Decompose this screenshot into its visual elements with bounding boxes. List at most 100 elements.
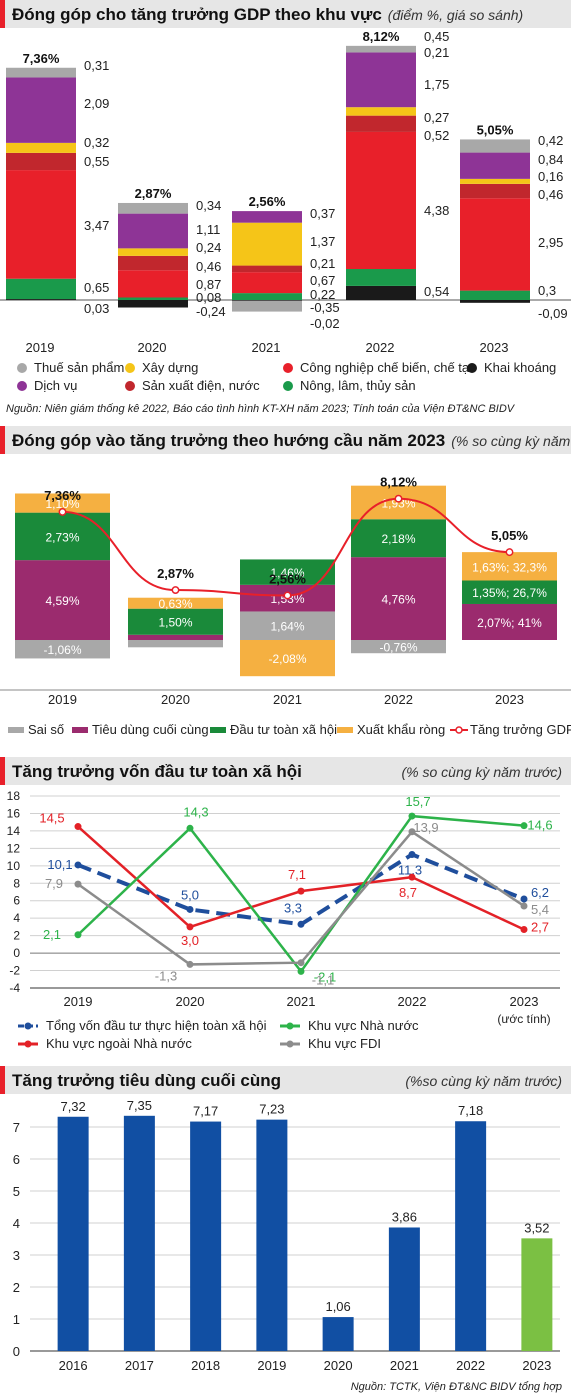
point-red-2021 (297, 887, 305, 895)
bar-2016 (57, 1116, 89, 1351)
bar-segment-khaikhoang-2021 (232, 300, 302, 301)
legend-swatch-xuatkhau (337, 727, 353, 733)
point-green-2020 (186, 824, 194, 832)
value-label-blue-2020: 5,0 (181, 887, 199, 902)
legend-dot-nonglam (283, 381, 293, 391)
y-tick--4: -4 (9, 981, 20, 995)
value-label-red-2021: 7,1 (288, 867, 306, 882)
value-label-gray-2022: 13,9 (413, 820, 438, 835)
bar-segment-nonglam-2019 (6, 278, 76, 300)
bar-segment-saiso-2020 (128, 640, 223, 648)
value-label-red-2022: 8,7 (399, 885, 417, 900)
bar-segment-congnghiep-2022 (346, 131, 416, 270)
legend-dot-thue (17, 363, 27, 373)
bar-segment-thue-2021 (232, 300, 302, 312)
legend-dot-dichvu (17, 381, 27, 391)
section1-accent (0, 0, 5, 28)
value-label-gray-2021: -1,1 (312, 973, 334, 988)
segment-label-2023-4: 2,95 (538, 235, 563, 250)
gdp-point-2020 (171, 586, 180, 595)
x-tick-2022: 2022 (366, 340, 395, 355)
legend-dot-sanxuat (125, 381, 135, 391)
bar-label-2016: 7,32 (60, 1099, 85, 1114)
value-label-gray-2020: -1,3 (155, 968, 177, 983)
segment-label-2019-1: 2,09 (84, 96, 109, 111)
y-tick-8: 8 (13, 876, 20, 890)
segment-label-xuatkhau-2023: 1,63%; 32,3% (472, 560, 547, 574)
segment-label-2022-3: 0,27 (424, 110, 449, 125)
x-tick-2021: 2021 (252, 340, 281, 355)
legend-marker-green (286, 1022, 294, 1030)
bar-total-2022: 8,12% (363, 29, 400, 44)
point-green-2022 (408, 812, 416, 820)
legend-label-xaydung: Xây dựng (142, 360, 198, 375)
bar-2022 (455, 1121, 487, 1351)
segment-label-2020-2: 0,24 (196, 240, 221, 255)
segment-label-2021-4: 0,22 (310, 287, 335, 302)
section2-title-line: Đóng góp vào tăng trưởng theo hướng cầu … (12, 431, 571, 450)
point-blue-2019 (74, 861, 82, 869)
gdp-growth-line (62, 497, 510, 597)
section1-title: Đóng góp cho tăng trưởng GDP theo khu vự… (12, 5, 382, 24)
bar-segment-dichvu-2023 (460, 152, 530, 179)
bar-total-2021: 2,56% (249, 194, 286, 209)
gdp-point-2023 (505, 548, 514, 557)
segment-label-saiso-2022: -0,76% (379, 641, 417, 655)
gdp-label-2022: 8,12% (380, 475, 417, 490)
segment-label-2020-0: 0,34 (196, 198, 221, 213)
bar-segment-nonglam-2023 (460, 290, 530, 300)
x-tick-2022: 2022 (398, 994, 427, 1009)
x-tick-2019: 2019 (48, 692, 77, 707)
section3-accent (0, 757, 5, 785)
segment-label-saiso-2019: -1,06% (43, 643, 81, 657)
section2-accent (0, 426, 5, 454)
x-tick-note: (ước tính) (497, 1012, 550, 1026)
segment-label-2023-0: 0,42 (538, 133, 563, 148)
x-tick-2019: 2019 (64, 994, 93, 1009)
section2-title: Đóng góp vào tăng trưởng theo hướng cầu … (12, 431, 445, 450)
legend-marker-blue (24, 1022, 32, 1030)
gdp-sector-chart: 7,36% 0,31 2,09 0,32 0,55 3,47 0,65 0,03 2019 2,8… (0, 29, 571, 415)
x-tick-2020: 2020 (324, 1358, 353, 1373)
bar-total-2020: 2,87% (135, 186, 172, 201)
section2-subtitle: (% so cùng kỳ năm trước) (451, 433, 571, 449)
bar-segment-dautu-2022 (351, 519, 446, 558)
value-label-blue-2019: 10,1 (47, 857, 72, 872)
segment-label-dautu-2019: 2,73% (45, 530, 79, 544)
legend-label-nonglam: Nông, lâm, thủy sản (300, 378, 416, 393)
bar-segment-dichvu-2022 (346, 52, 416, 108)
legend-label-dichvu: Dịch vụ (34, 378, 77, 393)
gdp-point-2019 (58, 507, 67, 516)
legend-label-sanxuat: Sản xuất điện, nước (142, 378, 260, 393)
segment-label-dautu-2022: 2,18% (381, 532, 415, 546)
legend-swatch-saiso (8, 727, 24, 733)
bar-label-2018: 7,17 (193, 1104, 218, 1119)
y-tick-6: 6 (13, 894, 20, 908)
x-tick-2021: 2021 (273, 692, 302, 707)
bar-segment-thue-2022 (346, 45, 416, 53)
legend-marker-gdpline (455, 726, 463, 734)
bar-segment-dichvu-2020 (118, 213, 188, 249)
value-label-red-2019: 14,5 (39, 811, 64, 826)
segment-label-2021-0: 0,37 (310, 206, 335, 221)
legend-swatch-dautu (210, 727, 226, 733)
segment-label-2019-5: 0,65 (84, 280, 109, 295)
legend-label-congnghiep: Công nghiệp chế biến, chế tạo (300, 360, 476, 375)
legend-label-dautu: Đầu tư toàn xã hội (230, 722, 337, 737)
bar-segment-thue-2019 (6, 67, 76, 78)
y-tick-18: 18 (7, 789, 21, 803)
bar-segment-khaikhoang-2022 (346, 285, 416, 300)
value-label-green-2023: 14,6 (527, 818, 552, 833)
section4-header-band (0, 1066, 571, 1094)
bar-segment-khaikhoang-2023 (460, 300, 530, 303)
section3-title: Tăng trưởng vốn đầu tư toàn xã hội (12, 762, 302, 781)
y-tick-2: 2 (13, 1280, 20, 1295)
bar-segment-tieudung-2019 (15, 560, 110, 640)
bar-segment-xaydung-2023 (460, 178, 530, 184)
x-tick-2016: 2016 (59, 1358, 88, 1373)
y-tick-0: 0 (13, 1344, 20, 1359)
bar-segment-xuatkhau-2020 (128, 597, 223, 609)
bar-segment-dautu-2023 (462, 580, 557, 604)
point-gray-2019 (74, 880, 82, 888)
bar-2019 (256, 1119, 288, 1351)
